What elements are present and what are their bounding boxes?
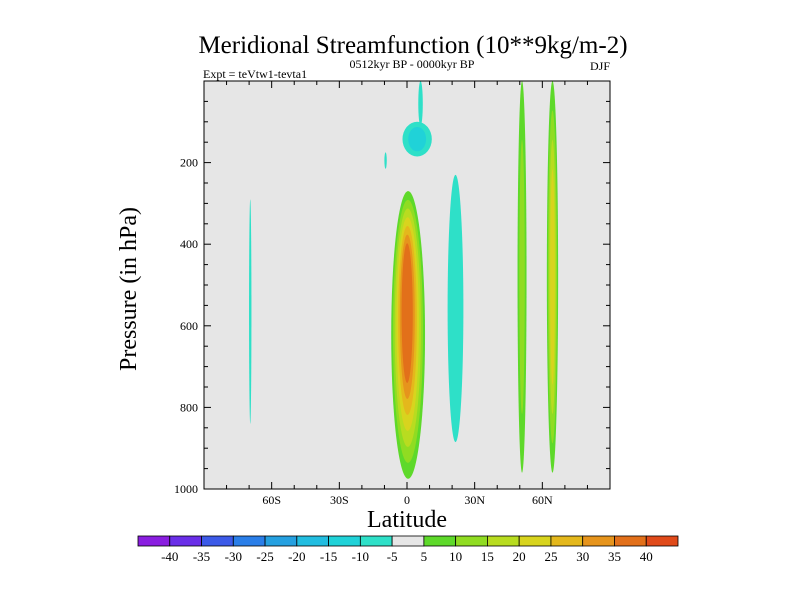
- upper-stratosphere-negative-band: [418, 81, 423, 126]
- colorbar-label: -10: [352, 549, 369, 564]
- colorbar-swatch: [169, 535, 202, 547]
- colorbar-label: 5: [421, 549, 428, 564]
- x-tick-label: 30N: [464, 493, 485, 507]
- y-tick-label: 200: [180, 156, 198, 170]
- colorbar-swatch: [328, 535, 361, 547]
- nh-midlat-positive-band-level-10: [519, 139, 525, 414]
- x-tick-label: 0: [404, 493, 410, 507]
- colorbar-swatch: [391, 535, 425, 547]
- colorbar-label: -35: [193, 549, 210, 564]
- upper-stratosphere-negative-band-level-neg5: [418, 81, 423, 126]
- y-tick-label: 600: [180, 319, 198, 333]
- chart-title: Meridional Streamfunction (10**9kg/m-2): [198, 32, 627, 59]
- sh-midlat-negative-band: [249, 199, 252, 424]
- season-label: DJF: [590, 59, 610, 73]
- chart-subtitle: 0512kyr BP - 0000kyr BP: [350, 57, 475, 71]
- colorbar-swatch: [423, 535, 457, 547]
- colorbar-swatch: [137, 535, 171, 547]
- sh-midlat-negative-band-level-neg5: [249, 199, 252, 424]
- colorbar-swatch: [582, 535, 615, 547]
- colorbar-swatch: [455, 535, 488, 547]
- colorbar-swatch: [487, 535, 520, 547]
- colorbar-label: 10: [449, 549, 462, 564]
- nh-highlat-positive-band: [546, 81, 559, 473]
- colorbar: -40 -35 -30 -25 -20 -15 -10 -5 5 10 15 20 25 30 35 40: [137, 535, 679, 564]
- colorbar-swatch: [518, 535, 552, 547]
- y-tick-label: 400: [180, 237, 198, 251]
- colorbar-label: 20: [513, 549, 526, 564]
- colorbar-label: 15: [481, 549, 494, 564]
- colorbar-label: 40: [640, 549, 653, 564]
- upper-negative-cell-level-neg10: [408, 127, 427, 152]
- y-tick-label: 1000: [174, 482, 198, 496]
- equatorial-positive-cell: [391, 191, 426, 479]
- colorbar-label: 30: [576, 549, 589, 564]
- nh-highlat-positive-band-level-20: [550, 169, 555, 385]
- small-negative-blob: [384, 152, 387, 169]
- colorbar-label: 25: [544, 549, 557, 564]
- colorbar-label: -5: [387, 549, 398, 564]
- colorbar-label: -30: [225, 549, 242, 564]
- experiment-note: Expt = teVtw1-tevta1: [203, 67, 307, 81]
- colorbar-label: 35: [608, 549, 621, 564]
- nh-subtropical-negative-cell-level-neg5: [447, 174, 464, 443]
- upper-negative-cell: [402, 121, 432, 157]
- colorbar-label: -20: [288, 549, 305, 564]
- y-axis-label: Pressure (in hPa): [116, 207, 142, 371]
- colorbar-swatch: [296, 535, 329, 547]
- colorbar-label: -15: [320, 549, 337, 564]
- small-negative-blob-level-neg5: [384, 152, 387, 169]
- colorbar-swatch: [359, 535, 393, 547]
- colorbar-swatch: [201, 535, 234, 547]
- colorbar-swatch: [232, 535, 266, 547]
- colorbar-swatch: [264, 535, 298, 547]
- nh-midlat-positive-band: [517, 81, 527, 473]
- equatorial-positive-cell-level-35: [401, 243, 413, 383]
- x-tick-label: 30S: [330, 493, 349, 507]
- colorbar-swatch: [550, 535, 584, 547]
- colorbar-swatch: [645, 535, 679, 547]
- x-axis-label: Latitude: [367, 507, 447, 533]
- x-tick-label: 60S: [262, 493, 281, 507]
- colorbar-label: -25: [256, 549, 273, 564]
- colorbar-label: -40: [161, 549, 178, 564]
- x-tick-label: 60N: [532, 493, 553, 507]
- y-tick-label: 800: [180, 400, 198, 414]
- colorbar-swatch: [614, 535, 647, 547]
- nh-subtropical-negative-cell: [447, 174, 464, 443]
